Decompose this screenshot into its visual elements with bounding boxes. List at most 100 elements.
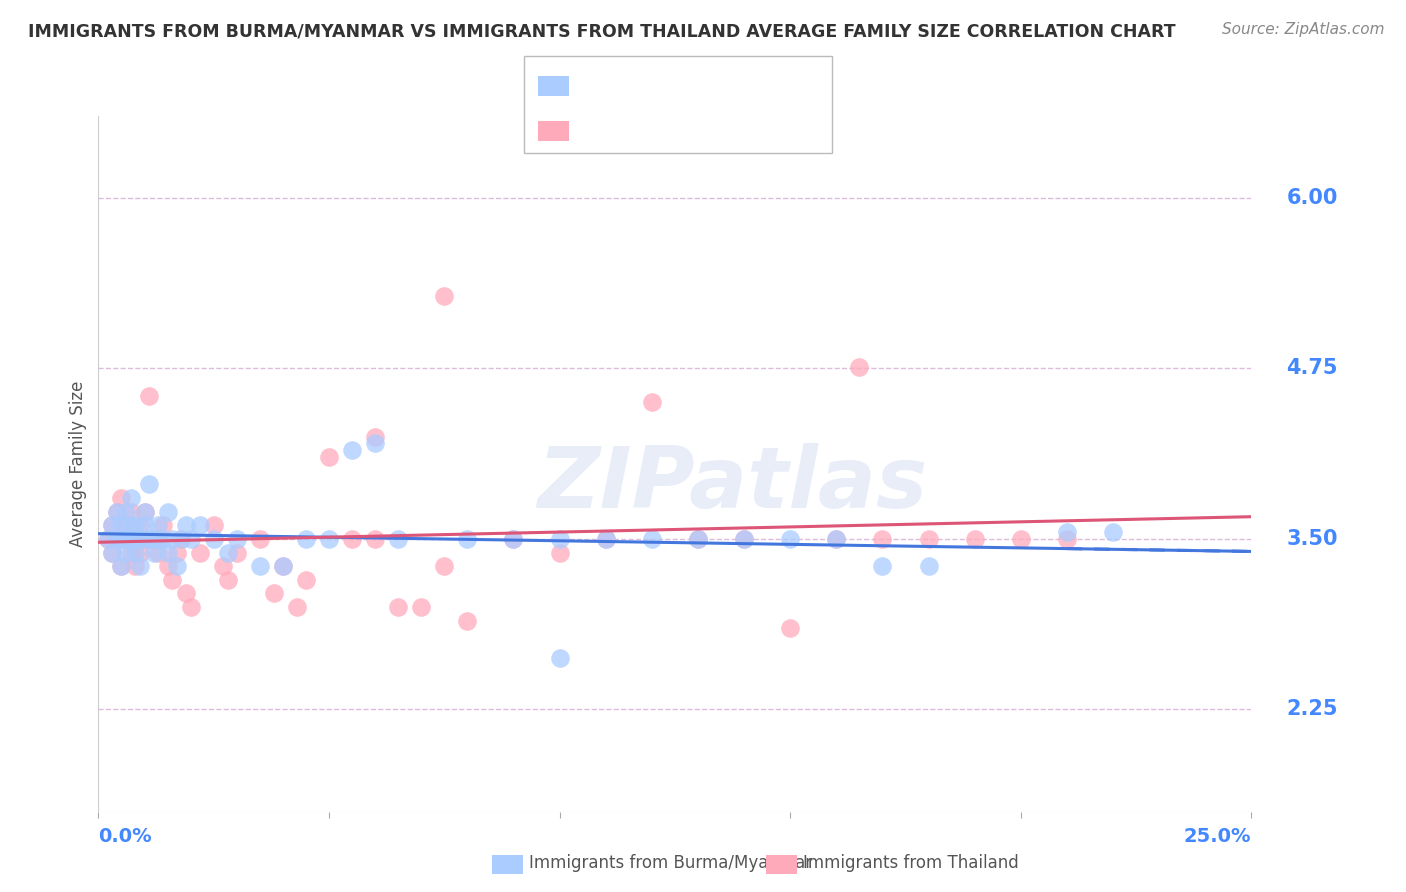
- Point: [105, 532, 128, 546]
- Point: [180, 600, 202, 615]
- Point: [148, 545, 170, 559]
- Point: [548, 650, 571, 665]
- Point: [115, 532, 138, 546]
- Point: [825, 532, 848, 546]
- Point: [110, 559, 132, 574]
- Point: [249, 559, 271, 574]
- Point: [129, 545, 152, 559]
- Point: [188, 518, 211, 533]
- Point: [148, 532, 170, 546]
- Point: [364, 436, 387, 450]
- Point: [120, 518, 142, 533]
- Text: R = 0.275: R = 0.275: [581, 121, 688, 141]
- Point: [174, 586, 197, 600]
- Point: [124, 518, 146, 533]
- Point: [779, 532, 801, 546]
- Point: [170, 532, 193, 546]
- Text: IMMIGRANTS FROM BURMA/MYANMAR VS IMMIGRANTS FROM THAILAND AVERAGE FAMILY SIZE CO: IMMIGRANTS FROM BURMA/MYANMAR VS IMMIGRA…: [28, 22, 1175, 40]
- Point: [110, 518, 132, 533]
- Point: [285, 600, 308, 615]
- Text: Source: ZipAtlas.com: Source: ZipAtlas.com: [1222, 22, 1385, 37]
- Point: [456, 614, 478, 628]
- Point: [156, 559, 179, 574]
- Point: [138, 532, 160, 546]
- Point: [166, 559, 188, 574]
- Point: [115, 545, 138, 559]
- Point: [779, 621, 801, 635]
- Text: N = 65: N = 65: [686, 121, 759, 141]
- Point: [686, 532, 709, 546]
- Point: [271, 559, 294, 574]
- Point: [212, 559, 235, 574]
- Point: [387, 600, 409, 615]
- Point: [502, 532, 524, 546]
- Point: [848, 359, 870, 374]
- Point: [387, 532, 409, 546]
- Point: [188, 545, 211, 559]
- Point: [160, 573, 183, 587]
- Point: [249, 532, 271, 546]
- Point: [142, 532, 165, 546]
- Text: 3.50: 3.50: [1286, 529, 1339, 549]
- Text: 6.00: 6.00: [1286, 188, 1339, 208]
- Point: [134, 532, 156, 546]
- Point: [124, 545, 146, 559]
- Point: [101, 545, 124, 559]
- Point: [502, 532, 524, 546]
- Point: [641, 395, 664, 409]
- Text: R = 0.012: R = 0.012: [581, 77, 688, 95]
- Point: [138, 477, 160, 491]
- Point: [110, 559, 132, 574]
- Point: [202, 518, 225, 533]
- Point: [225, 545, 247, 559]
- Point: [142, 545, 165, 559]
- Point: [124, 532, 146, 546]
- Text: Immigrants from Thailand: Immigrants from Thailand: [803, 855, 1018, 872]
- Point: [105, 532, 128, 546]
- Point: [217, 573, 239, 587]
- Point: [180, 532, 202, 546]
- Text: N = 61: N = 61: [686, 77, 759, 95]
- Point: [263, 586, 285, 600]
- Point: [917, 559, 939, 574]
- Text: 4.75: 4.75: [1286, 359, 1339, 378]
- Point: [433, 559, 456, 574]
- Point: [115, 532, 138, 546]
- Point: [129, 532, 152, 546]
- Point: [963, 532, 986, 546]
- Point: [148, 532, 170, 546]
- Point: [120, 532, 142, 546]
- Point: [142, 532, 165, 546]
- Point: [160, 532, 183, 546]
- Point: [225, 532, 247, 546]
- Point: [548, 545, 571, 559]
- Point: [872, 559, 894, 574]
- Point: [202, 532, 225, 546]
- Point: [134, 532, 156, 546]
- Point: [110, 491, 132, 505]
- Point: [105, 505, 128, 519]
- Point: [595, 532, 617, 546]
- Point: [295, 573, 318, 587]
- Point: [733, 532, 755, 546]
- Point: [101, 518, 124, 533]
- Point: [110, 532, 132, 546]
- Point: [170, 532, 193, 546]
- Point: [917, 532, 939, 546]
- Point: [115, 505, 138, 519]
- Point: [101, 545, 124, 559]
- Point: [120, 545, 142, 559]
- Point: [97, 532, 120, 546]
- Text: ZIPatlas: ZIPatlas: [537, 443, 928, 526]
- Point: [340, 443, 363, 458]
- Point: [733, 532, 755, 546]
- Text: 0.0%: 0.0%: [98, 827, 152, 847]
- Point: [271, 559, 294, 574]
- Point: [686, 532, 709, 546]
- Point: [134, 518, 156, 533]
- Text: 2.25: 2.25: [1286, 699, 1339, 720]
- Point: [129, 518, 152, 533]
- Point: [411, 600, 433, 615]
- Point: [120, 532, 142, 546]
- Point: [120, 505, 142, 519]
